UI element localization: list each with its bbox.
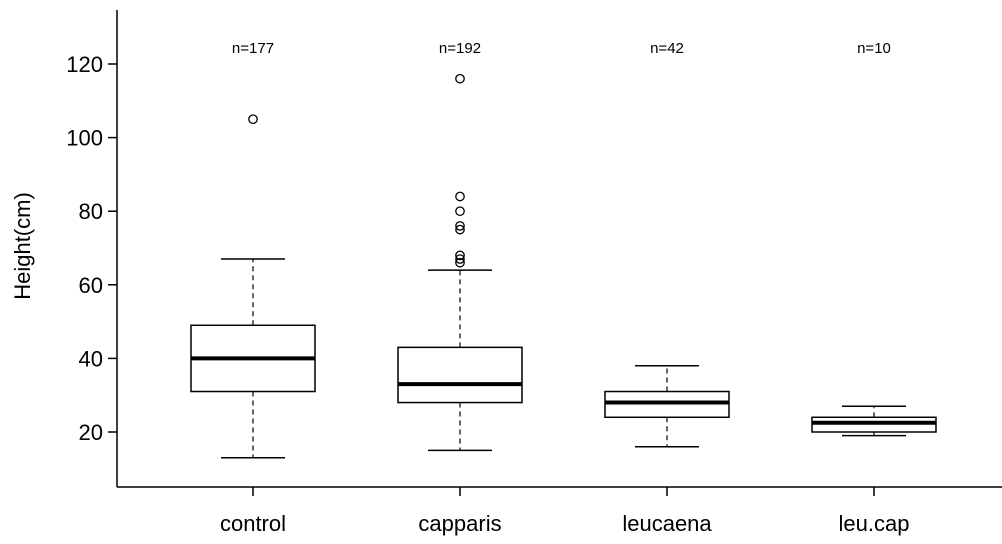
x-ticks: control capparis leucaena leu.cap — [220, 487, 910, 536]
box-capparis — [397, 346, 523, 404]
n-label-leucaena: n=42 — [650, 40, 684, 57]
box-group-capparis — [397, 73, 523, 452]
y-tick-label-60: 60 — [79, 273, 103, 298]
y-ticks: 20 40 60 80 100 120 — [66, 52, 117, 445]
x-tick-label-capparis: capparis — [418, 511, 501, 536]
n-label-leu.cap: n=10 — [857, 40, 891, 57]
y-tick-label-40: 40 — [79, 346, 103, 371]
y-tick-label-100: 100 — [66, 126, 103, 151]
n-label-capparis: n=192 — [439, 40, 481, 57]
outlier-capparis-1 — [455, 254, 465, 264]
outlier-capparis-6 — [455, 191, 465, 202]
x-tick-label-leu.cap: leu.cap — [839, 511, 910, 536]
y-tick-label-20: 20 — [79, 420, 103, 445]
boxes — [190, 73, 937, 459]
y-axis-label: Height(cm) — [10, 192, 35, 300]
n-labels: n=177 n=192 n=42 n=10 — [232, 40, 891, 57]
outlier-capparis-3 — [455, 224, 465, 235]
outlier-capparis-7 — [455, 73, 465, 84]
outlier-control-0 — [248, 114, 258, 125]
outlier-capparis-4 — [455, 221, 465, 231]
y-tick-label-120: 120 — [66, 52, 103, 77]
x-tick-label-control: control — [220, 511, 286, 536]
box-group-leu.cap — [811, 405, 937, 437]
outlier-capparis-2 — [455, 250, 465, 261]
box-group-control — [190, 114, 316, 459]
x-tick-label-leucaena: leucaena — [622, 511, 712, 536]
outlier-capparis-5 — [455, 206, 465, 217]
n-label-control: n=177 — [232, 40, 274, 57]
box-group-leucaena — [604, 365, 730, 448]
outlier-capparis-0 — [455, 257, 465, 268]
y-tick-label-80: 80 — [79, 199, 103, 224]
